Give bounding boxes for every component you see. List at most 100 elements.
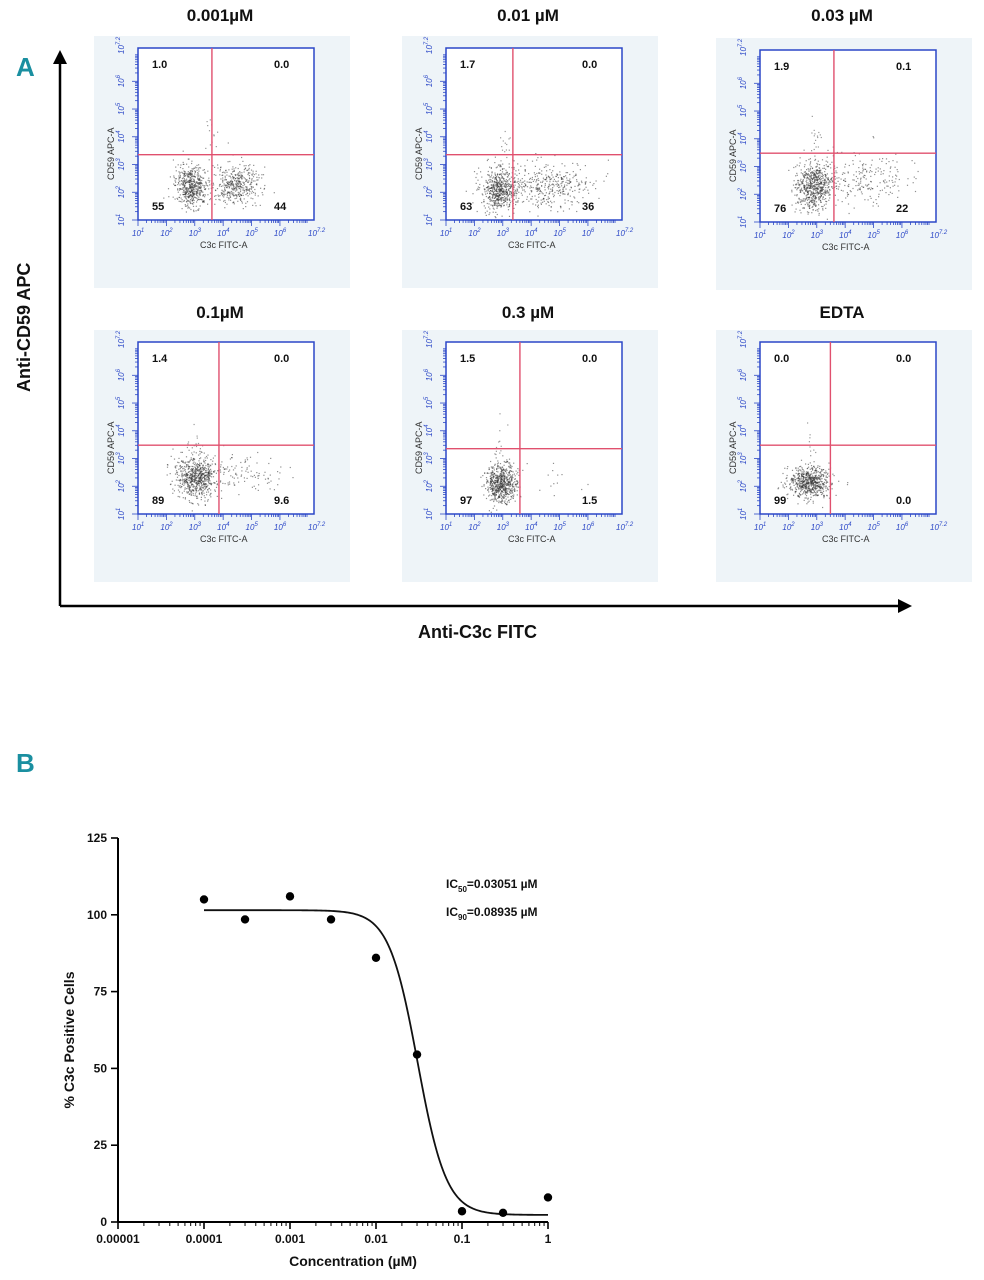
facs-y-axis-label: CD59 APC-A xyxy=(106,127,116,180)
quadrant-ll-value: 99 xyxy=(774,495,786,507)
quadrant-ul-value: 1.0 xyxy=(152,59,167,71)
axis-ticks xyxy=(754,56,930,228)
x-tick-label: 103 xyxy=(811,230,824,240)
y-tick-label: 103 xyxy=(424,158,434,171)
y-tick-label: 102 xyxy=(738,187,748,200)
y-tick-label: 102 xyxy=(738,479,748,492)
x-tick-label: 101 xyxy=(440,228,452,238)
y-tick-label: 103 xyxy=(424,452,434,465)
axis-ticks xyxy=(132,348,308,520)
y-tick-label: 102 xyxy=(116,479,126,492)
facs-plot-03uM: 1.5 0.0 97 1.5 101 101 102 102 103 103 104 104 105 10… xyxy=(402,330,658,582)
y-tick-label: 106 xyxy=(116,74,126,87)
y-tick-label: 0 xyxy=(100,1215,107,1229)
x-tick-label: 101 xyxy=(132,228,144,238)
y-tick-label: 105 xyxy=(116,396,126,409)
x-tick-label: 106 xyxy=(274,228,287,238)
quadrant-ll-value: 97 xyxy=(460,495,472,507)
y-tick-label: 101 xyxy=(424,508,434,520)
axis-ticks xyxy=(132,54,308,226)
y-tick-label: 103 xyxy=(116,452,126,465)
facs-y-axis-label: CD59 APC-A xyxy=(414,421,424,474)
y-tick-label: 105 xyxy=(738,396,748,409)
facs-x-axis-label: C3c FITC-A xyxy=(200,240,248,250)
x-tick-label: 103 xyxy=(811,522,824,532)
y-tick-label: 102 xyxy=(424,185,434,198)
y-tick-label: 102 xyxy=(424,479,434,492)
plot-frame xyxy=(445,47,623,221)
facs-y-axis-label: CD59 APC-A xyxy=(728,421,738,474)
x-tick-label: 103 xyxy=(497,228,510,238)
quadrant-ul-value: 1.7 xyxy=(460,59,475,71)
y-tick-label: 105 xyxy=(424,102,434,115)
x-tick-label: 104 xyxy=(525,522,538,532)
axis-ticks xyxy=(440,348,616,520)
quadrant-lr-value: 1.5 xyxy=(582,495,597,507)
panel-b-label: B xyxy=(16,748,35,778)
facs-x-axis-label: C3c FITC-A xyxy=(508,534,556,544)
y-tick-label: 25 xyxy=(94,1138,108,1152)
y-axis-title: % C3c Positive Cells xyxy=(61,971,77,1108)
y-tick-label: 104 xyxy=(738,424,748,437)
data-point xyxy=(498,1208,508,1217)
x-tick-label: 102 xyxy=(160,522,173,532)
y-tick-label: 107.2 xyxy=(116,36,126,54)
panel-a-axes xyxy=(53,50,912,613)
x-axis-title: Concentration (µM) xyxy=(289,1253,417,1269)
data-point xyxy=(543,1193,553,1202)
facs-title-1: 0.001µM xyxy=(186,6,254,25)
y-tick-label: 107.2 xyxy=(116,330,126,348)
y-tick-label: 106 xyxy=(424,74,434,87)
y-tick-label: 101 xyxy=(116,508,126,520)
facs-x-axis-label: C3c FITC-A xyxy=(508,240,556,250)
facs-plot-001uM: 1.7 0.0 63 36 101 101 102 102 103 103 104 104 105 105… xyxy=(402,36,658,288)
quadrant-ur-value: 0.0 xyxy=(274,353,289,365)
facs-x-axis-label: C3c FITC-A xyxy=(822,242,870,252)
data-point xyxy=(371,953,381,963)
quadrant-ur-value: 0.0 xyxy=(274,59,289,71)
facs-y-axis-label: CD59 APC-A xyxy=(414,127,424,180)
y-tick-label: 107.2 xyxy=(424,36,434,54)
quadrant-lr-value: 22 xyxy=(896,203,908,215)
event-cloud xyxy=(480,413,589,513)
axis-ticks xyxy=(440,54,616,226)
plot-frame xyxy=(759,341,937,515)
facs-x-axis-label: C3c FITC-A xyxy=(822,534,870,544)
facs-plot-003uM: 1.9 0.1 76 22 101 101 102 102 103 103 104 104 105 105… xyxy=(716,38,972,290)
x-tick-label: 0.0001 xyxy=(186,1232,223,1246)
event-cloud xyxy=(788,115,919,220)
facs-plot-01uM: 1.4 0.0 89 9.6 101 101 102 102 103 103 104 104 105 10… xyxy=(94,330,350,582)
x-tick-label: 102 xyxy=(468,522,481,532)
quadrant-lr-value: 44 xyxy=(274,201,287,213)
y-tick-label: 103 xyxy=(738,160,748,173)
y-tick-label: 107.2 xyxy=(738,38,748,56)
data-point xyxy=(412,1050,422,1059)
facs-title-5: 0.3 µM xyxy=(501,303,555,322)
facs-title-6: EDTA xyxy=(819,303,865,322)
x-tick-label: 0.001 xyxy=(275,1232,305,1246)
y-tick-label: 101 xyxy=(424,214,434,226)
x-tick-label: 107.2 xyxy=(616,522,634,532)
quadrant-ur-value: 0.0 xyxy=(582,353,597,365)
event-cloud xyxy=(465,130,609,219)
x-tick-label: 106 xyxy=(582,522,595,532)
y-tick-label: 104 xyxy=(738,132,748,145)
x-tick-label: 102 xyxy=(782,522,795,532)
x-tick-label: 103 xyxy=(189,228,202,238)
x-tick-label: 107.2 xyxy=(308,522,326,532)
event-cloud xyxy=(166,423,294,512)
x-tick-label: 106 xyxy=(582,228,595,238)
plot-frame xyxy=(137,341,315,515)
x-tick-label: 107.2 xyxy=(616,228,634,238)
x-tick-label: 0.1 xyxy=(454,1232,471,1246)
quadrant-ll-value: 63 xyxy=(460,201,472,213)
y-tick-label: 104 xyxy=(116,424,126,437)
x-tick-label: 1 xyxy=(545,1232,552,1246)
y-tick-label: 101 xyxy=(738,216,748,228)
x-tick-label: 104 xyxy=(217,522,230,532)
data-point xyxy=(240,915,250,924)
facs-plot-0001uM: 1.0 0.0 55 44 101 101 102 102 103 103 104 104 105 105… xyxy=(94,36,350,288)
y-tick-label: 100 xyxy=(87,908,107,922)
y-tick-label: 125 xyxy=(87,831,107,845)
quadrant-ur-value: 0.0 xyxy=(582,59,597,71)
